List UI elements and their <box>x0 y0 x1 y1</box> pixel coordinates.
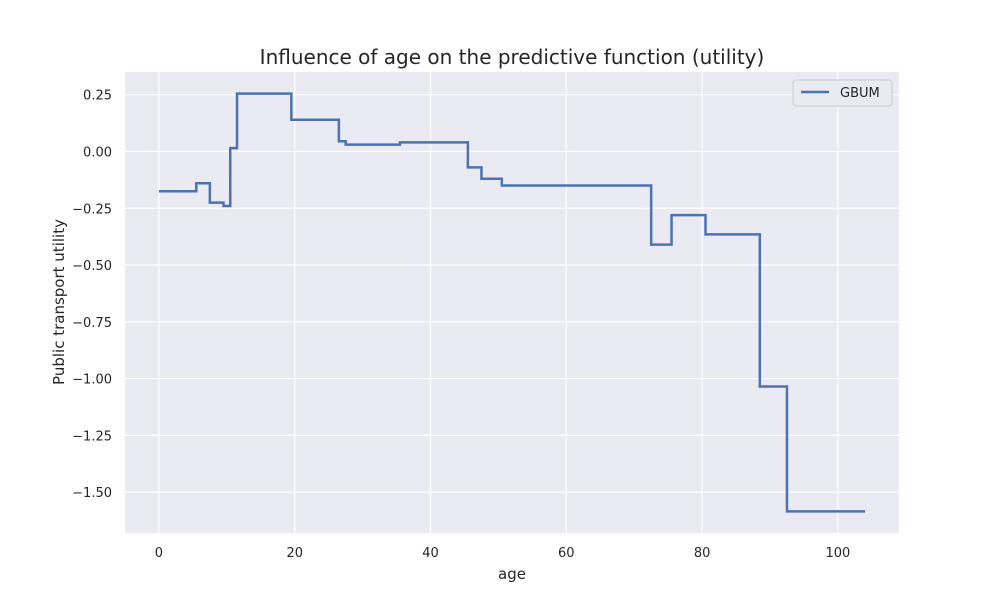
series-line-gbum <box>158 92 866 513</box>
legend-box <box>792 79 893 107</box>
x-tick-label: 60 <box>558 546 575 561</box>
x-tick-label: 40 <box>422 546 439 561</box>
chart-title: Influence of age on the predictive funct… <box>260 45 765 69</box>
y-tick-label: 0.00 <box>83 145 112 160</box>
x-tick-label: 100 <box>825 546 850 561</box>
series-layer <box>158 92 866 513</box>
y-axis-ticks: 0.25 0.00 −0.25 −0.50 −0.75 −1.00 −1.25 −1.50 <box>72 89 112 501</box>
y-tick-label: −1.00 <box>72 373 112 388</box>
plot-area <box>125 72 899 533</box>
y-axis-label: Public transport utility <box>50 219 68 385</box>
y-tick-label: −0.50 <box>72 259 112 274</box>
y-tick-label: −1.50 <box>72 486 112 501</box>
y-tick-label: 0.25 <box>83 89 112 104</box>
x-axis-label: age <box>498 565 526 583</box>
legend: GBUM <box>792 79 893 107</box>
x-tick-label: 20 <box>286 546 303 561</box>
grid <box>125 72 899 533</box>
y-tick-label: −0.25 <box>72 202 112 217</box>
x-tick-label: 0 <box>155 546 163 561</box>
y-tick-label: −1.25 <box>72 429 112 444</box>
legend-label: GBUM <box>840 86 880 101</box>
y-tick-label: −0.75 <box>72 316 112 331</box>
x-axis-ticks: 0 20 40 60 80 100 <box>155 546 851 561</box>
x-tick-label: 80 <box>694 546 711 561</box>
